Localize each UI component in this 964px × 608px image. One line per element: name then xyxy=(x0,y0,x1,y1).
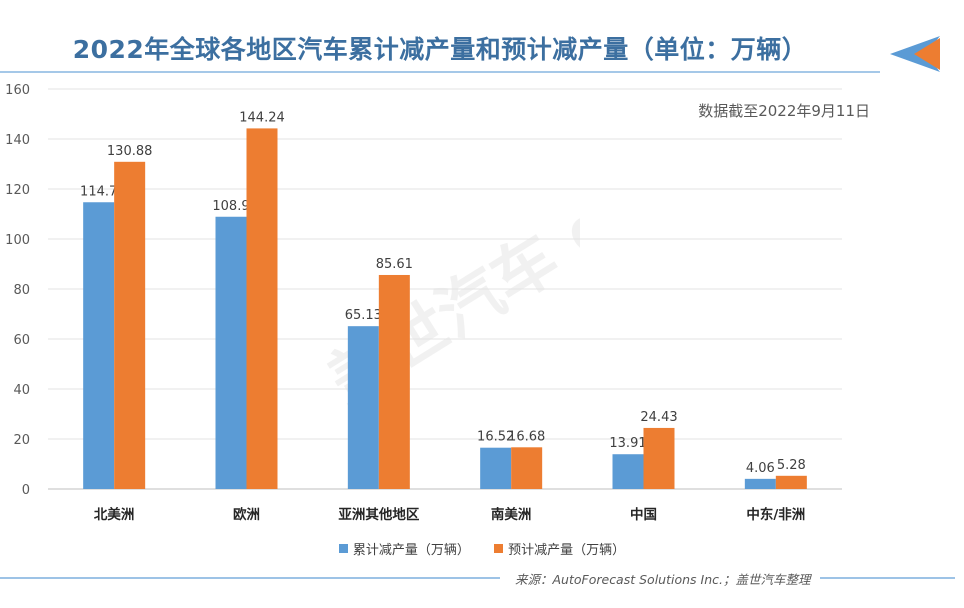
legend-item-series2: 预计减产量（万辆） xyxy=(494,539,625,558)
data-label: 16.68 xyxy=(508,429,545,444)
bar xyxy=(114,161,146,490)
title-divider xyxy=(0,71,880,73)
bar xyxy=(347,326,379,489)
bar xyxy=(378,274,410,489)
x-tick-label: 亚洲其他地区 xyxy=(338,506,419,523)
data-label: 108.9 xyxy=(212,199,249,214)
x-tick-label: 北美洲 xyxy=(94,506,135,523)
arrow-left-icon xyxy=(890,36,940,72)
source-note: 来源：AutoForecast Solutions Inc.；盖世汽车整理 xyxy=(515,572,811,587)
bar xyxy=(775,475,807,489)
y-tick-label: 40 xyxy=(13,383,30,398)
y-tick-label: 0 xyxy=(22,483,30,498)
x-tick-label: 中东/非洲 xyxy=(746,506,805,523)
data-label: 114.7 xyxy=(80,184,117,199)
bar xyxy=(744,478,776,489)
data-label: 85.61 xyxy=(376,257,413,272)
chart-title: 2022年全球各地区汽车累计减产量和预计减产量（单位：万辆） xyxy=(72,35,808,64)
data-label: 5.28 xyxy=(777,458,806,473)
legend-item-series1: 累计减产量（万辆） xyxy=(338,539,470,558)
chart-legend: 累计减产量（万辆） 预计减产量（万辆） xyxy=(0,539,964,558)
footer-divider-left xyxy=(0,577,500,579)
x-tick-label: 欧洲 xyxy=(233,506,260,523)
data-label: 65.13 xyxy=(345,308,382,323)
footer-divider-right xyxy=(820,577,955,579)
bar xyxy=(215,216,247,489)
data-label: 24.43 xyxy=(640,410,677,425)
legend-swatch-series2 xyxy=(494,544,504,553)
y-tick-label: 160 xyxy=(5,83,30,98)
legend-label-series2: 预计减产量（万辆） xyxy=(508,543,626,558)
legend-swatch-series1 xyxy=(338,544,348,553)
data-label: 144.24 xyxy=(239,110,285,125)
data-label: 130.88 xyxy=(107,144,153,159)
data-label: 4.06 xyxy=(746,461,775,476)
legend-label-series1: 累计减产量（万辆） xyxy=(352,543,470,558)
y-tick-label: 80 xyxy=(13,283,30,298)
bar xyxy=(246,128,278,489)
y-tick-label: 120 xyxy=(5,183,30,198)
bar xyxy=(612,454,644,489)
bar xyxy=(480,447,512,489)
bar xyxy=(511,447,543,489)
y-tick-label: 100 xyxy=(5,233,30,248)
data-date-note: 数据截至2022年9月11日 xyxy=(698,102,870,120)
x-tick-label: 南美洲 xyxy=(491,506,532,523)
y-tick-label: 140 xyxy=(5,133,30,148)
data-label: 13.91 xyxy=(609,436,646,451)
x-tick-label: 中国 xyxy=(630,506,657,523)
bar xyxy=(83,202,115,489)
y-tick-label: 60 xyxy=(13,333,30,348)
y-tick-label: 20 xyxy=(13,433,30,448)
bar xyxy=(643,427,675,489)
data-label: 16.52 xyxy=(477,430,514,445)
